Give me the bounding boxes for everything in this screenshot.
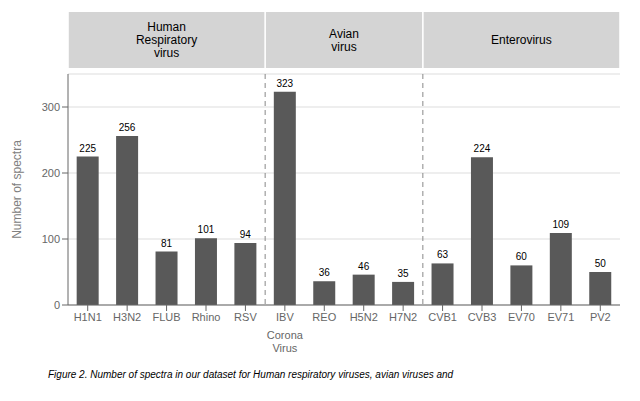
svg-text:36: 36 [319,267,331,278]
svg-text:HumanRespiratoryvirus: HumanRespiratoryvirus [136,20,197,60]
svg-text:FLUB: FLUB [153,311,181,323]
svg-text:200: 200 [42,167,60,179]
svg-text:63: 63 [437,249,449,260]
svg-text:300: 300 [42,101,60,113]
svg-text:94: 94 [240,229,252,240]
svg-text:256: 256 [119,122,136,133]
svg-text:0: 0 [54,299,60,311]
svg-text:50: 50 [595,258,607,269]
svg-text:CVB3: CVB3 [468,311,497,323]
svg-text:46: 46 [358,261,370,272]
svg-text:Enterovirus: Enterovirus [491,33,552,47]
svg-text:H3N2: H3N2 [113,311,141,323]
svg-text:224: 224 [474,143,491,154]
svg-text:109: 109 [552,219,569,230]
svg-text:REO: REO [312,311,336,323]
svg-text:Number of spectra: Number of spectra [10,140,24,239]
svg-text:323: 323 [276,78,293,89]
svg-text:225: 225 [79,143,96,154]
svg-text:EV71: EV71 [547,311,574,323]
svg-text:CVB1: CVB1 [428,311,457,323]
svg-text:RSV: RSV [234,311,257,323]
svg-text:35: 35 [398,268,410,279]
svg-text:CoronaVirus: CoronaVirus [267,329,304,354]
svg-text:H1N1: H1N1 [74,311,102,323]
svg-text:H5N2: H5N2 [350,311,378,323]
svg-text:PV2: PV2 [590,311,611,323]
svg-text:101: 101 [198,224,215,235]
svg-text:Rhino: Rhino [192,311,221,323]
svg-text:H7N2: H7N2 [389,311,417,323]
svg-text:IBV: IBV [276,311,294,323]
svg-text:EV70: EV70 [508,311,535,323]
svg-text:60: 60 [516,251,528,262]
svg-text:Avianvirus: Avianvirus [329,27,359,54]
svg-text:81: 81 [161,238,173,249]
html-text:Figure 2. Number of spectra in: Figure 2. Number of spectra in our datas… [48,369,454,380]
svg-text:100: 100 [42,233,60,245]
